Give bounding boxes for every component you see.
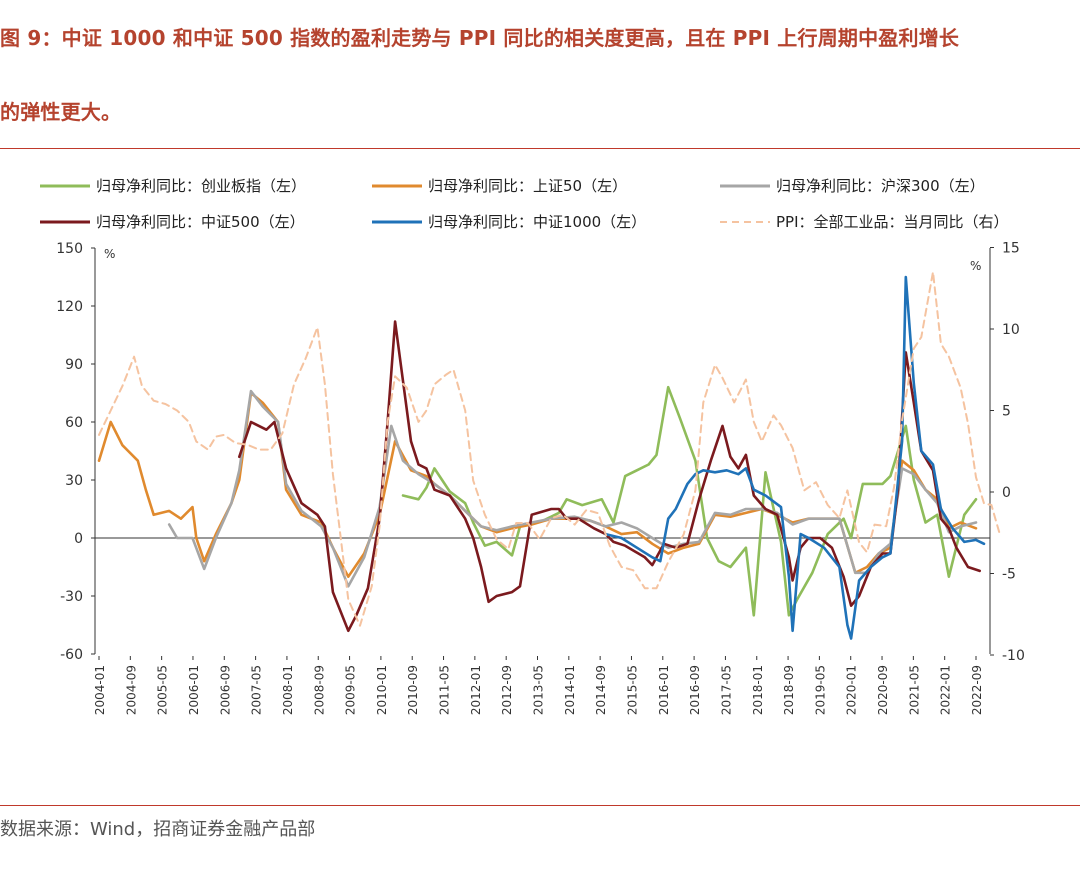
x-tick-label: 2022-09 [970, 665, 984, 715]
x-tick-label: 2009-05 [344, 665, 358, 715]
series-line-2 [97, 391, 978, 578]
x-tick-label: 2019-05 [813, 665, 827, 715]
left-tick-label: 150 [56, 241, 83, 257]
x-tick-label: 2006-01 [187, 665, 201, 715]
figure-title-line1: 图 9：中证 1000 和中证 500 指数的盈利走势与 PPI 同比的相关度更… [0, 26, 960, 50]
series-line-3 [167, 389, 978, 588]
legend-label-4: 归母净利同比：中证500（左） [96, 213, 305, 231]
legend-label-6: PPI：全部工业品：当月同比（右） [776, 213, 1009, 231]
x-tick-label: 2018-01 [751, 665, 765, 715]
x-tick-label: 2010-09 [406, 665, 420, 715]
left-tick-label: -60 [60, 647, 83, 663]
left-tick-label: 0 [74, 531, 83, 547]
x-tick-label: 2018-09 [782, 665, 796, 715]
legend-label-3: 归母净利同比：沪深300（左） [776, 177, 985, 195]
x-tick-label: 2016-01 [657, 665, 671, 715]
x-tick-label: 2021-05 [907, 665, 921, 715]
bottom-divider [0, 805, 1080, 806]
x-tick-label: 2008-01 [281, 665, 295, 715]
x-tick-label: 2006-09 [218, 665, 232, 715]
right-axis-unit: % [970, 259, 981, 273]
legend-label-1: 归母净利同比：创业板指（左） [96, 177, 306, 195]
left-axis-unit: % [104, 247, 115, 261]
x-tick-label: 2020-09 [876, 665, 890, 715]
x-tick-label: 2013-05 [532, 665, 546, 715]
x-tick-label: 2012-09 [500, 665, 514, 715]
right-tick-label: 15 [1002, 241, 1020, 257]
x-tick-label: 2017-05 [719, 665, 733, 715]
chart-axes: 150 120 90 60 30 0 -30 -60 15 10 5 0 -5 -10%% 2004-01 2… [56, 241, 1025, 716]
right-tick-label: 5 [1002, 404, 1011, 420]
x-tick-label: 2007-05 [250, 665, 264, 715]
series-line-5 [604, 275, 986, 640]
x-tick-label: 2014-01 [563, 665, 577, 715]
x-tick-label: 2004-09 [124, 665, 138, 715]
right-tick-label: 10 [1002, 322, 1020, 338]
left-tick-label: 60 [65, 415, 83, 431]
right-tick-label: -5 [1002, 567, 1016, 583]
x-tick-label: 2010-01 [375, 665, 389, 715]
left-tick-label: 30 [65, 473, 83, 489]
x-tick-label: 2005-05 [156, 665, 170, 715]
x-tick-label: 2012-01 [469, 665, 483, 715]
x-tick-label: 2022-01 [939, 665, 953, 715]
x-tick-label: 2020-01 [845, 665, 859, 715]
x-tick-label: 2014-09 [594, 665, 608, 715]
right-tick-label: 0 [1002, 485, 1011, 501]
left-tick-label: 90 [65, 357, 83, 373]
right-tick-label: -10 [1002, 648, 1025, 664]
x-tick-label: 2008-09 [312, 665, 326, 715]
x-tick-label: 2016-09 [688, 665, 702, 715]
left-tick-label: 120 [56, 299, 83, 315]
left-tick-label: -30 [60, 589, 83, 605]
chart-plot-area [97, 270, 1001, 640]
data-source-note: 数据来源：Wind，招商证券金融产品部 [0, 819, 316, 840]
legend-label-2: 归母净利同比：上证50（左） [428, 177, 627, 195]
chart-legend: 归母净利同比：创业板指（左） 归母净利同比：上证50（左） 归母净利同比：沪深300… [40, 177, 1009, 231]
legend-label-5: 归母净利同比：中证1000（左） [428, 213, 646, 231]
figure-title-line2: 的弹性更大。 [0, 100, 122, 124]
x-tick-label: 2004-01 [93, 665, 107, 715]
series-line-6 [98, 270, 1001, 627]
x-tick-label: 2015-05 [625, 665, 639, 715]
series-line-1 [401, 385, 978, 617]
x-tick-label: 2011-05 [438, 665, 452, 715]
top-divider [0, 148, 1080, 149]
